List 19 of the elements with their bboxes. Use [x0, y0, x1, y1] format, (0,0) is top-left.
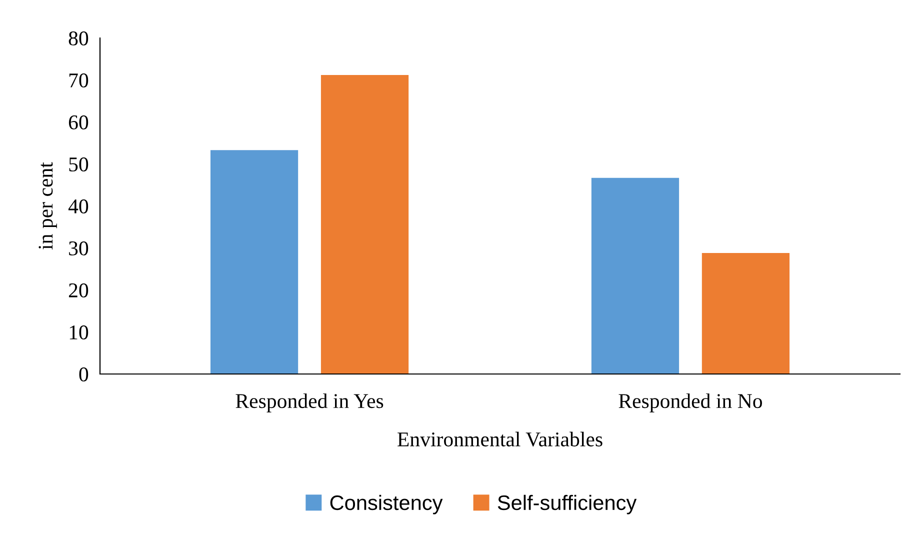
y-tick-label: 30 [69, 241, 88, 256]
y-tick-label: 20 [68, 283, 88, 298]
x-tick-label: Responded in Yes [236, 393, 384, 412]
legend-label: Self-sufficiency [498, 494, 637, 514]
bar [210, 150, 298, 374]
y-tick-label: 80 [68, 31, 88, 46]
y-tick-label: 70 [69, 73, 88, 88]
y-tick-label: 40 [68, 199, 88, 214]
bar [702, 253, 790, 374]
y-tick-label: 0 [79, 367, 88, 382]
y-tick-label: 60 [68, 115, 88, 130]
bar [320, 74, 409, 374]
legend-label: Consistency [330, 494, 443, 514]
y-axis-title: in per cent [38, 162, 57, 250]
bar [591, 178, 680, 374]
y-tick-label: 50 [69, 157, 88, 172]
x-tick-label: Responded in No [618, 393, 762, 412]
x-axis-title: Environmental Variables [398, 432, 602, 447]
y-tick-label: 10 [70, 325, 88, 340]
